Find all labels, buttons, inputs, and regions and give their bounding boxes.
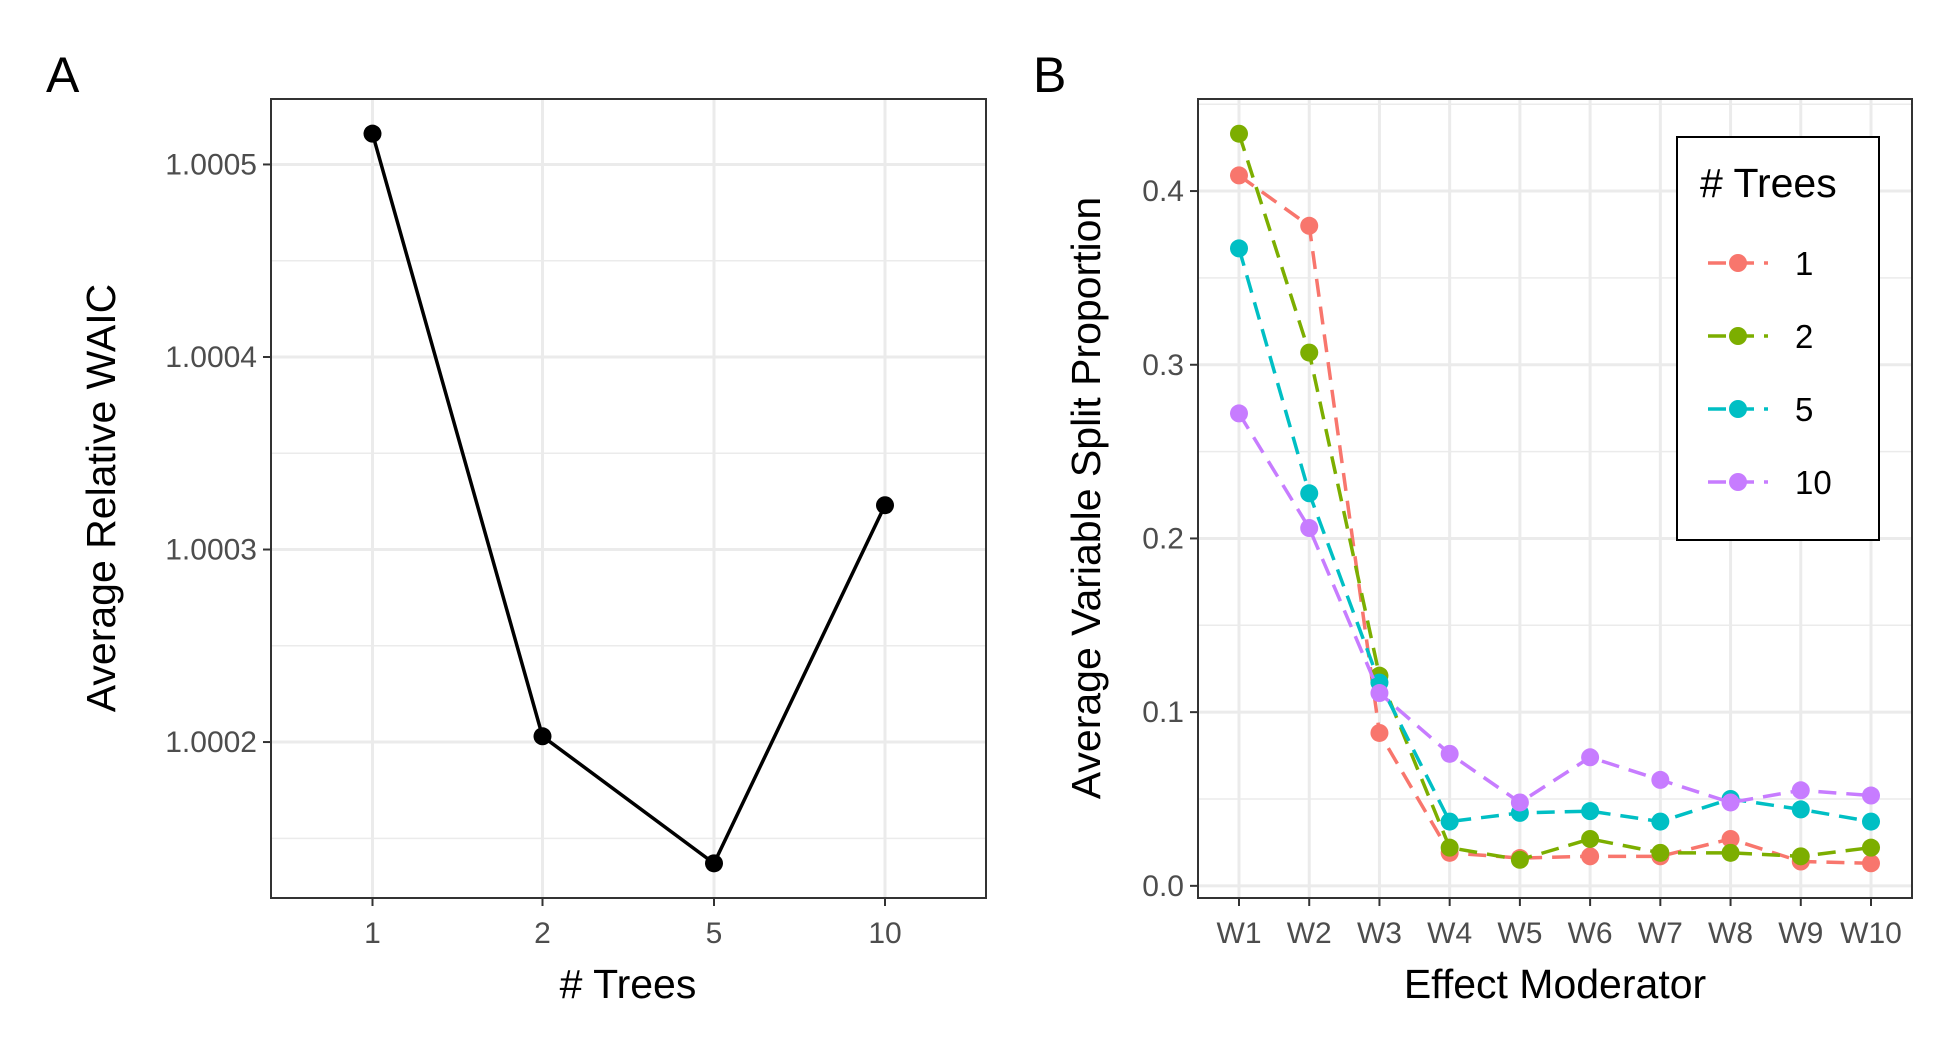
- series-line-2: [1237, 133, 1872, 862]
- data-point: [1791, 781, 1810, 800]
- plot-border: [1197, 98, 1913, 899]
- x-axis-title-b: Effect Moderator: [1404, 961, 1706, 1007]
- panel-a: A # Trees Average Relative WAIC 1.0002 1.…: [46, 47, 987, 1007]
- data-point: [1862, 786, 1880, 805]
- x-tick-label: 1: [364, 917, 381, 950]
- y-tick-label: 0.1: [1142, 696, 1184, 729]
- data-point: [533, 727, 552, 746]
- x-tick-label: W2: [1287, 917, 1332, 950]
- data-point: [876, 496, 894, 515]
- data-point: [1862, 812, 1880, 831]
- data-point: [1791, 800, 1810, 819]
- legend-title: # Trees: [1700, 160, 1837, 206]
- legend-item-5: 5: [1708, 391, 1813, 428]
- legend-item-2: 2: [1708, 318, 1813, 355]
- data-point: [1300, 519, 1319, 538]
- data-point: [1230, 239, 1248, 258]
- y-tick-label: 1.0002: [165, 726, 257, 759]
- data-point: [1300, 343, 1319, 362]
- x-tick-label: W8: [1708, 917, 1753, 950]
- y-tick-label: 0.3: [1142, 349, 1184, 382]
- data-point: [1581, 829, 1600, 848]
- x-tick-label: W5: [1497, 917, 1542, 950]
- data-point: [363, 124, 382, 143]
- x-tick-label: 5: [706, 917, 723, 950]
- data-point: [1300, 484, 1319, 503]
- data-point: [1721, 843, 1740, 862]
- y-tick-label: 0.0: [1142, 870, 1184, 903]
- data-point: [1300, 216, 1319, 235]
- x-tick-label: W10: [1840, 917, 1902, 950]
- legend-item-label: 1: [1795, 245, 1813, 282]
- x-tick-label: W4: [1427, 917, 1472, 950]
- data-point: [1230, 404, 1248, 423]
- data-point: [1440, 744, 1459, 763]
- panel-b: B Effect Moderator Average Variable Spli…: [1033, 47, 1913, 1007]
- legend-key-point: [1729, 327, 1747, 345]
- y-tick-label: 1.0004: [165, 341, 257, 374]
- legend-item-label: 5: [1795, 391, 1813, 428]
- legend-item-10: 10: [1708, 464, 1832, 501]
- data-point: [1510, 793, 1529, 812]
- y-tick-label: 1.0005: [165, 148, 257, 181]
- panel-label-a: A: [46, 47, 80, 103]
- legend-item-label: 10: [1795, 464, 1832, 501]
- series-line-main: [370, 133, 887, 867]
- data-point: [1510, 850, 1529, 869]
- legend-item-label: 2: [1795, 318, 1813, 355]
- data-point: [1651, 770, 1670, 789]
- legend-item-1: 1: [1708, 245, 1813, 282]
- legend-box: [1676, 136, 1880, 541]
- data-point: [1581, 847, 1600, 866]
- legend-key-point: [1729, 254, 1747, 272]
- data-point: [1721, 793, 1740, 812]
- data-point: [1791, 847, 1810, 866]
- data-point: [1440, 838, 1459, 857]
- data-point: [1370, 684, 1389, 703]
- x-tick-label: W6: [1568, 917, 1613, 950]
- x-tick-label: W1: [1217, 917, 1262, 950]
- legend-key-point: [1729, 400, 1747, 418]
- series-line-5: [1237, 247, 1872, 824]
- series-line-1: [1237, 174, 1872, 866]
- x-tick-label: W9: [1778, 917, 1823, 950]
- x-axis-title-a: # Trees: [560, 961, 697, 1007]
- data-point: [1230, 124, 1248, 143]
- legend-key-point: [1729, 473, 1747, 491]
- data-point: [1862, 854, 1880, 873]
- legend: # Trees 1 2 5 10: [1676, 136, 1880, 541]
- data-point: [1721, 829, 1740, 848]
- y-tick-label: 1.0003: [165, 534, 257, 567]
- data-point: [1581, 802, 1600, 821]
- data-point: [705, 854, 723, 873]
- series-line-10: [1237, 412, 1872, 805]
- data-point: [1651, 843, 1670, 862]
- plot-background: [271, 99, 986, 898]
- x-tick-label: W7: [1638, 917, 1683, 950]
- x-tick-label: 2: [534, 917, 551, 950]
- data-point: [1581, 748, 1600, 767]
- data-point: [1440, 812, 1459, 831]
- plot-border: [270, 98, 987, 899]
- panel-label-b: B: [1033, 47, 1066, 103]
- data-point: [1651, 812, 1670, 831]
- x-tick-label: W3: [1357, 917, 1402, 950]
- data-point: [1230, 166, 1248, 185]
- y-axis-title-b: Average Variable Split Proportion: [1063, 197, 1109, 799]
- data-point: [1862, 838, 1880, 857]
- y-tick-label: 0.4: [1142, 175, 1184, 208]
- y-axis-title-a: Average Relative WAIC: [78, 284, 124, 712]
- data-point: [1370, 723, 1389, 742]
- y-tick-label: 0.2: [1142, 522, 1184, 555]
- x-tick-label: 10: [868, 917, 901, 950]
